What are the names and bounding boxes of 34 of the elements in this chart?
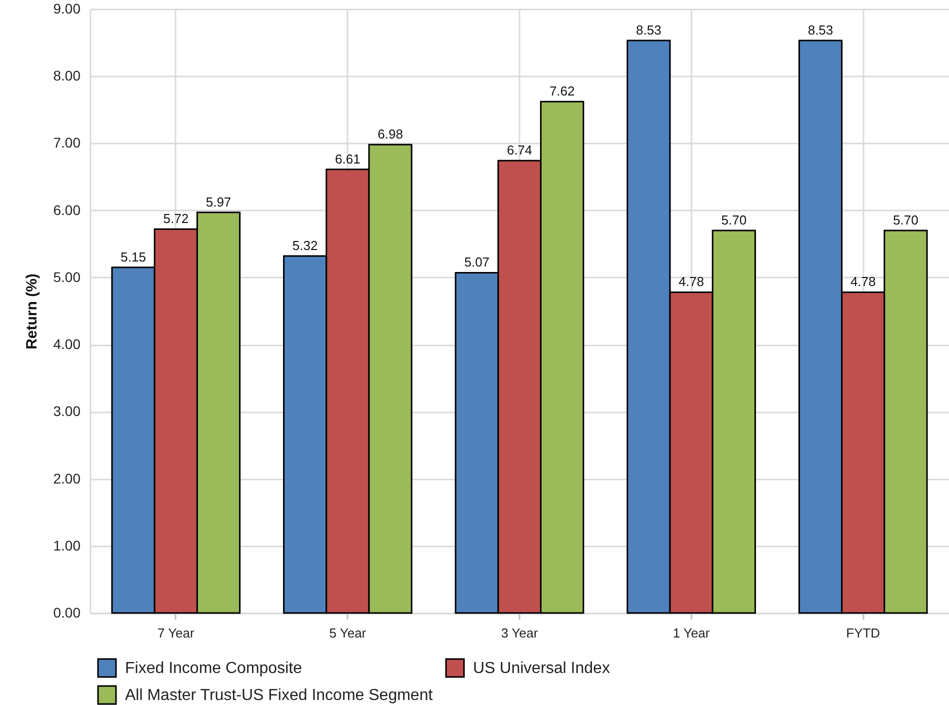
data-label: 5.07: [464, 254, 490, 270]
y-tick-label: 2.00: [53, 470, 81, 486]
data-label: 4.78: [850, 274, 876, 290]
data-label: 8.53: [636, 22, 662, 38]
y-tick-label: 5.00: [53, 268, 81, 285]
legend-label: All Master Trust-US Fixed Income Segment: [125, 687, 434, 704]
x-tick-label: FYTD: [846, 626, 880, 640]
y-tick-label: 8.00: [53, 68, 81, 84]
legend-label: Fixed Income Composite: [125, 660, 302, 677]
y-tick-label: 9.00: [53, 0, 81, 16]
data-label: 5.15: [120, 249, 146, 264]
data-label: 6.98: [378, 126, 403, 142]
y-tick-label: 6.00: [53, 202, 81, 218]
data-label: 5.97: [206, 194, 232, 210]
x-tick-label: 1 Year: [672, 626, 710, 640]
data-label: 7.62: [549, 84, 575, 99]
x-tick-label: 5 Year: [329, 626, 367, 640]
data-label: 6.74: [506, 142, 532, 158]
data-label: 5.70: [893, 212, 918, 228]
legend-label: US Universal Index: [473, 660, 610, 677]
data-label: 5.70: [721, 212, 747, 228]
data-label: 4.78: [678, 274, 704, 290]
y-axis-title: Return (%): [23, 274, 40, 350]
y-tick-label: 4.00: [53, 336, 81, 352]
data-label: 5.72: [163, 211, 189, 226]
data-label: 5.32: [292, 238, 318, 253]
y-tick-label: 0.00: [53, 604, 81, 620]
x-tick-label: 3 Year: [501, 626, 539, 640]
y-tick-label: 7.00: [53, 134, 81, 151]
data-label: 6.61: [335, 151, 360, 166]
data-label: 8.53: [808, 22, 834, 38]
y-tick-label: 1.00: [53, 537, 81, 554]
y-tick-label: 3.00: [53, 403, 81, 420]
x-tick-label: 7 Year: [157, 626, 196, 640]
